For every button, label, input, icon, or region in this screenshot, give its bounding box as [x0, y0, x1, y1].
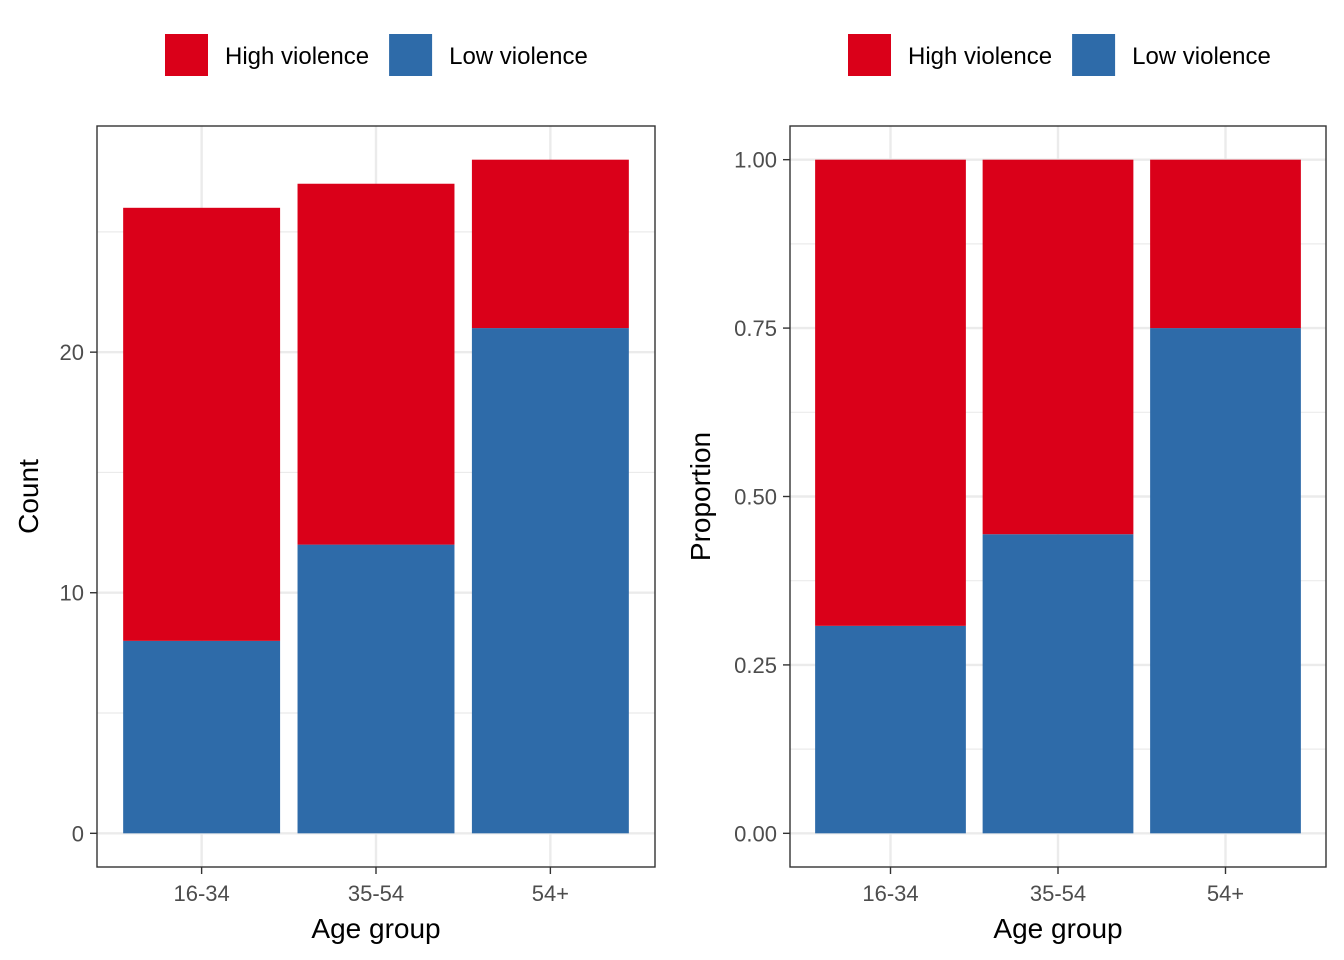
bar-low-violence-54+: [471, 328, 629, 834]
legend-label: High violence: [908, 43, 1052, 70]
y-axis-title: Count: [13, 459, 44, 534]
legend: High violence Low violence: [848, 34, 1271, 76]
legend-key-high-violence: [165, 34, 208, 76]
bar-high-violence-54+: [1150, 159, 1301, 329]
bar-high-violence-35-54: [982, 159, 1134, 535]
y-tick-label: 1.00: [734, 148, 777, 173]
bar-low-violence-16-34: [815, 625, 966, 834]
legend-label: Low violence: [1132, 43, 1271, 70]
proportion-chart: 0.00 0.25 0.50 0.75 1.00 16-34 35-54 54+ Age gro…: [685, 34, 1327, 944]
y-tick-label: 20: [60, 340, 84, 365]
legend-label: High violence: [225, 43, 369, 70]
x-axis-title: Age group: [311, 913, 440, 944]
y-tick-label: 0.00: [734, 821, 777, 846]
y-tick-label: 0: [72, 821, 84, 846]
x-tick-label: 35-54: [1030, 881, 1086, 906]
x-axis-title: Age group: [993, 913, 1122, 944]
bar-low-violence-16-34: [123, 640, 281, 834]
bar-high-violence-16-34: [123, 207, 281, 641]
bar-low-violence-54+: [1150, 328, 1301, 834]
bar-high-violence-16-34: [815, 159, 966, 626]
bar-low-violence-35-54: [297, 544, 455, 834]
y-tick-label: 10: [60, 581, 84, 606]
legend-label: Low violence: [449, 43, 588, 70]
bar-high-violence-54+: [471, 159, 629, 329]
legend-key-low-violence: [389, 34, 433, 76]
bar-high-violence-35-54: [297, 183, 455, 545]
x-tick-label: 54+: [1207, 881, 1244, 906]
x-tick-label: 16-34: [862, 881, 918, 906]
y-tick-label: 0.50: [734, 485, 777, 510]
legend: High violence Low violence: [165, 34, 588, 76]
x-tick-label: 16-34: [173, 881, 229, 906]
x-tick-label: 35-54: [348, 881, 404, 906]
y-tick-label: 0.75: [734, 316, 777, 341]
legend-key-low-violence: [1072, 34, 1116, 76]
x-tick-label: 54+: [532, 881, 569, 906]
count-chart: 0 10 20 16-34 35-54 54+ Age group Count High vio…: [13, 34, 656, 944]
y-axis-title: Proportion: [685, 432, 716, 561]
legend-key-high-violence: [848, 34, 891, 76]
y-tick-label: 0.25: [734, 653, 777, 678]
bar-low-violence-35-54: [982, 534, 1134, 834]
